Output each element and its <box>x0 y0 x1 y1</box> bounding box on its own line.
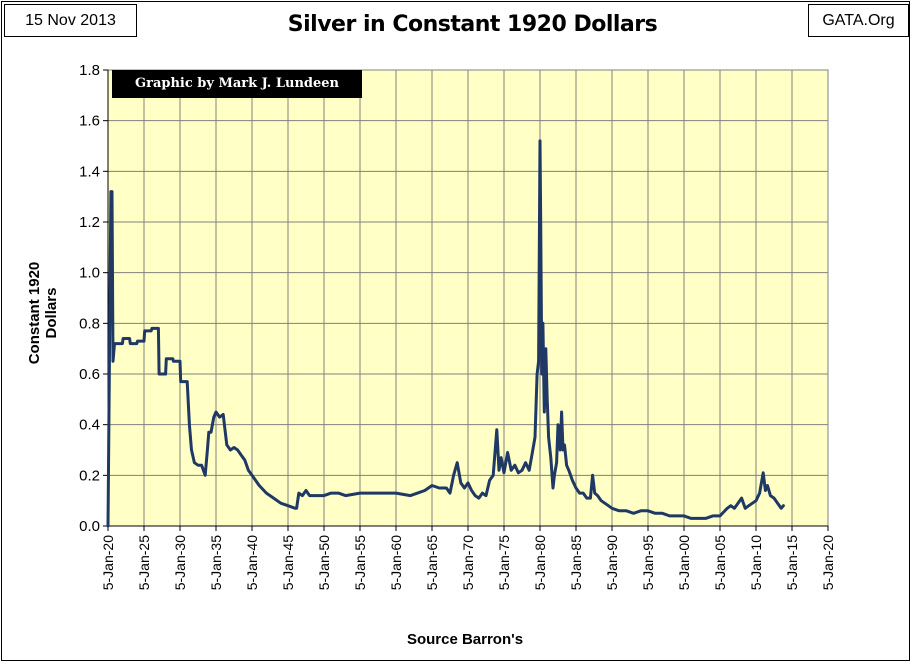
x-axis-label: Source Barron's <box>406 631 524 648</box>
x-tick-label: 5-Jan-65 <box>424 535 440 590</box>
y-tick-label: 0.4 <box>79 417 100 434</box>
x-tick-label: 5-Jan-35 <box>208 535 224 590</box>
site-label: GATA.Org <box>808 4 909 37</box>
y-tick-label: 0.8 <box>79 315 100 332</box>
y-tick-label: 1.4 <box>79 163 100 180</box>
x-tick-label: 5-Jan-70 <box>460 535 476 590</box>
x-tick-label: 5-Jan-40 <box>244 535 260 590</box>
x-tick-label: 5-Jan-85 <box>568 535 584 590</box>
x-tick-label: 5-Jan-00 <box>676 535 692 590</box>
x-tick-label: 5-Jan-20 <box>100 535 116 590</box>
x-tick-label: 5-Jan-20 <box>820 535 836 590</box>
y-tick-label: 1.8 <box>79 62 100 79</box>
series-line <box>106 139 785 528</box>
y-tick-label: 1.2 <box>79 214 100 231</box>
x-tick-label: 5-Jan-10 <box>748 535 764 590</box>
y-tick-label: 1.6 <box>79 113 100 130</box>
y-tick-label: 0.2 <box>79 467 100 484</box>
x-tick-label: 5-Jan-95 <box>640 535 656 590</box>
x-tick-label: 5-Jan-05 <box>712 535 728 590</box>
x-tick-label: 5-Jan-50 <box>316 535 332 590</box>
x-tick-label: 5-Jan-75 <box>496 535 512 590</box>
y-tick-label: 0.0 <box>79 518 100 535</box>
date-label: 15 Nov 2013 <box>4 4 137 37</box>
x-tick-label: 5-Jan-60 <box>388 535 404 590</box>
chart-title: Silver in Constant 1920 Dollars <box>287 12 658 37</box>
x-tick-label: 5-Jan-15 <box>784 535 800 590</box>
x-tick-label: 5-Jan-80 <box>532 535 548 590</box>
y-tick-label: 1.0 <box>79 265 100 282</box>
x-tick-label: 5-Jan-55 <box>352 535 368 590</box>
x-tick-label: 5-Jan-90 <box>604 535 620 590</box>
x-tick-label: 5-Jan-25 <box>136 535 152 590</box>
x-tick-label: 5-Jan-30 <box>172 535 188 590</box>
x-tick-label: 5-Jan-45 <box>280 535 296 590</box>
credit-annotation: Graphic by Mark J. Lundeen <box>112 70 362 98</box>
y-tick-label: 0.6 <box>79 366 100 383</box>
